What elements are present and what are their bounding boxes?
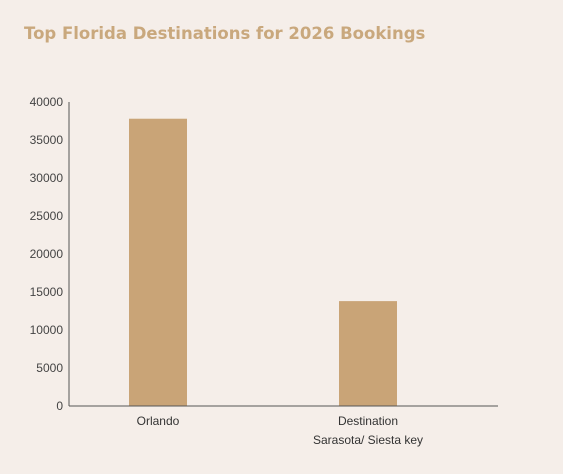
x-axis-label: Destination bbox=[338, 414, 398, 428]
bar-sarasota-siesta-key bbox=[339, 301, 397, 406]
x-tick-label: Sarasota/ Siesta key bbox=[313, 433, 423, 447]
bars bbox=[129, 118, 397, 406]
y-tick-label: 5000 bbox=[36, 361, 63, 375]
y-tick-label: 20000 bbox=[30, 247, 64, 261]
y-tick-label: 10000 bbox=[30, 323, 64, 337]
y-tick-label: 25000 bbox=[30, 209, 64, 223]
y-tick-label: 30000 bbox=[30, 171, 64, 185]
bar-orlando bbox=[129, 118, 187, 406]
y-tick-label: 15000 bbox=[30, 285, 64, 299]
y-tick-label: 0 bbox=[56, 399, 63, 413]
y-tick-label: 35000 bbox=[30, 133, 64, 147]
y-tick-labels: 0 5000 10000 15000 20000 25000 30000 35000 40000 bbox=[30, 95, 64, 413]
chart-title: Top Florida Destinations for 2026 Bookin… bbox=[24, 24, 426, 43]
y-axis: 0 5000 10000 15000 20000 25000 30000 35000 40000 bbox=[30, 95, 70, 413]
x-tick-label: Orlando bbox=[137, 414, 180, 428]
x-tick-labels: Orlando Sarasota/ Siesta key bbox=[137, 414, 423, 447]
y-tick-label: 40000 bbox=[30, 95, 64, 109]
